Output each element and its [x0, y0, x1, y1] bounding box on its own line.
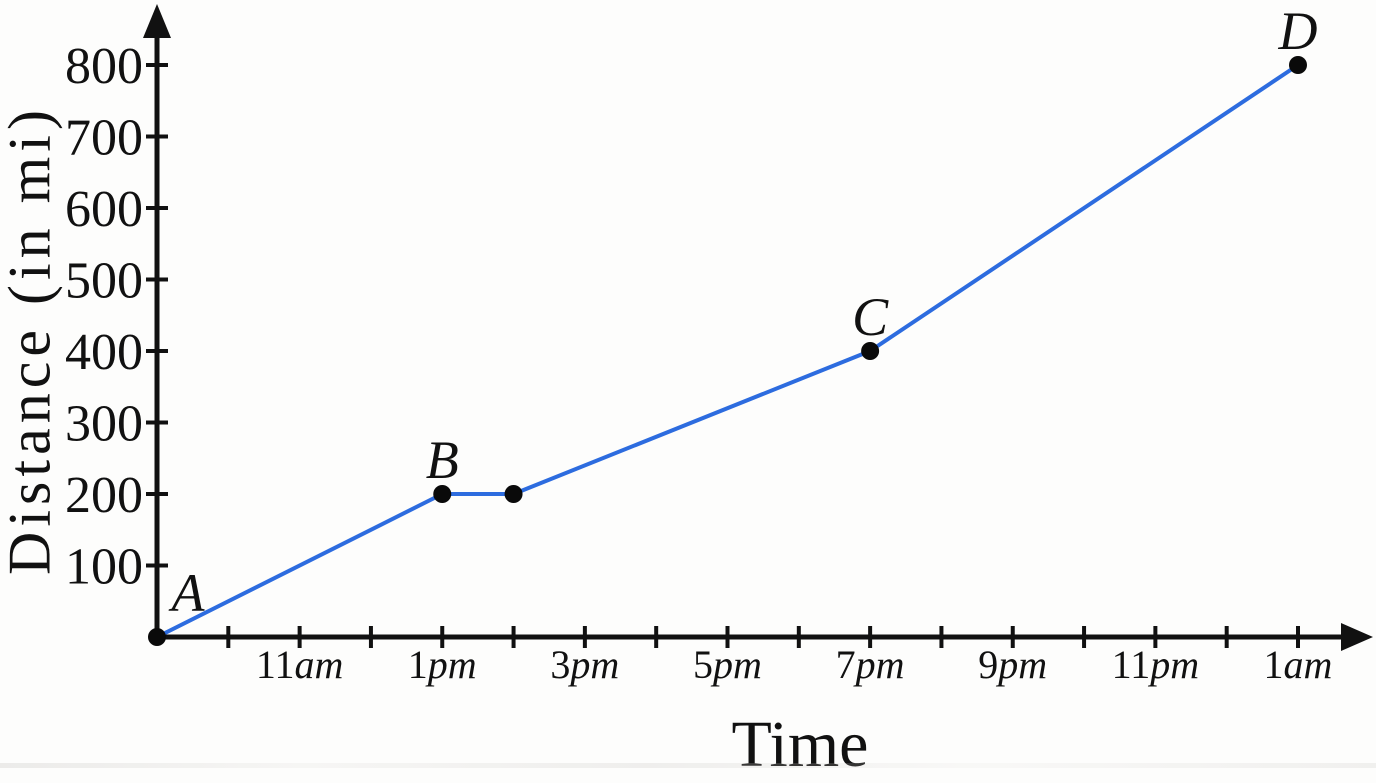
x-tick-label-suffix: am [294, 642, 343, 687]
x-tick-label-digits: 1 [1264, 642, 1284, 687]
y-tick-label: 800 [65, 38, 143, 95]
bottom-edge-artifact [0, 763, 1376, 768]
x-tick-label-digits: 1 [408, 642, 428, 687]
x-tick-label-suffix: pm [425, 642, 477, 687]
data-point-label: B [426, 430, 459, 490]
y-tick-label: 300 [65, 396, 143, 453]
x-tick-label-suffix: pm [853, 642, 905, 687]
data-point-label: D [1278, 1, 1318, 61]
x-tick-label: 3pm [550, 642, 619, 687]
y-tick-label: 700 [65, 110, 143, 167]
y-axis-title: Distance (in mi) [0, 105, 63, 575]
x-axis-arrowhead-icon [1341, 623, 1373, 651]
x-axis-title: Time [731, 708, 869, 781]
data-point [1289, 56, 1307, 74]
point-labels: A B C D [169, 1, 1318, 623]
x-tick-label-digits: 11 [1112, 642, 1151, 687]
x-tick-label: 5pm [693, 642, 762, 687]
x-tick-label-digits: 11 [256, 642, 295, 687]
x-tick-label-suffix: pm [1147, 642, 1199, 687]
axes [143, 4, 1373, 651]
y-axis-arrowhead-icon [143, 4, 171, 38]
data-point [504, 485, 523, 503]
x-tick-label: 11am [256, 642, 343, 687]
x-tick-label-digits: 5 [693, 642, 713, 687]
x-tick-label-digits: 7 [836, 642, 856, 687]
y-tick-label: 500 [65, 253, 143, 310]
x-tick-label: 1pm [408, 642, 477, 687]
data-point [861, 342, 880, 360]
x-tick-label-suffix: pm [567, 642, 619, 687]
x-tick-label-digits: 3 [550, 642, 570, 687]
y-tick-label: 400 [65, 324, 143, 381]
x-tick-label-suffix: am [1284, 642, 1333, 687]
data-line [156, 63, 1300, 639]
x-tick-label: 9pm [978, 642, 1047, 687]
x-tick-label-digits: 9 [978, 642, 998, 687]
x-tick-label-suffix: pm [995, 642, 1047, 687]
data-point [433, 485, 452, 503]
x-tick-label-suffix: pm [710, 642, 762, 687]
data-point [148, 628, 166, 646]
data-series [148, 56, 1307, 646]
y-tick-label: 100 [65, 539, 143, 596]
data-point-label: C [852, 287, 889, 347]
x-tick-label: 1am [1264, 642, 1333, 687]
y-tick-label: 200 [65, 467, 143, 524]
data-point-label: A [169, 563, 206, 623]
x-tick-label: 11pm [1112, 642, 1199, 687]
y-tick-label: 600 [65, 181, 143, 238]
x-tick-label: 7pm [836, 642, 905, 687]
